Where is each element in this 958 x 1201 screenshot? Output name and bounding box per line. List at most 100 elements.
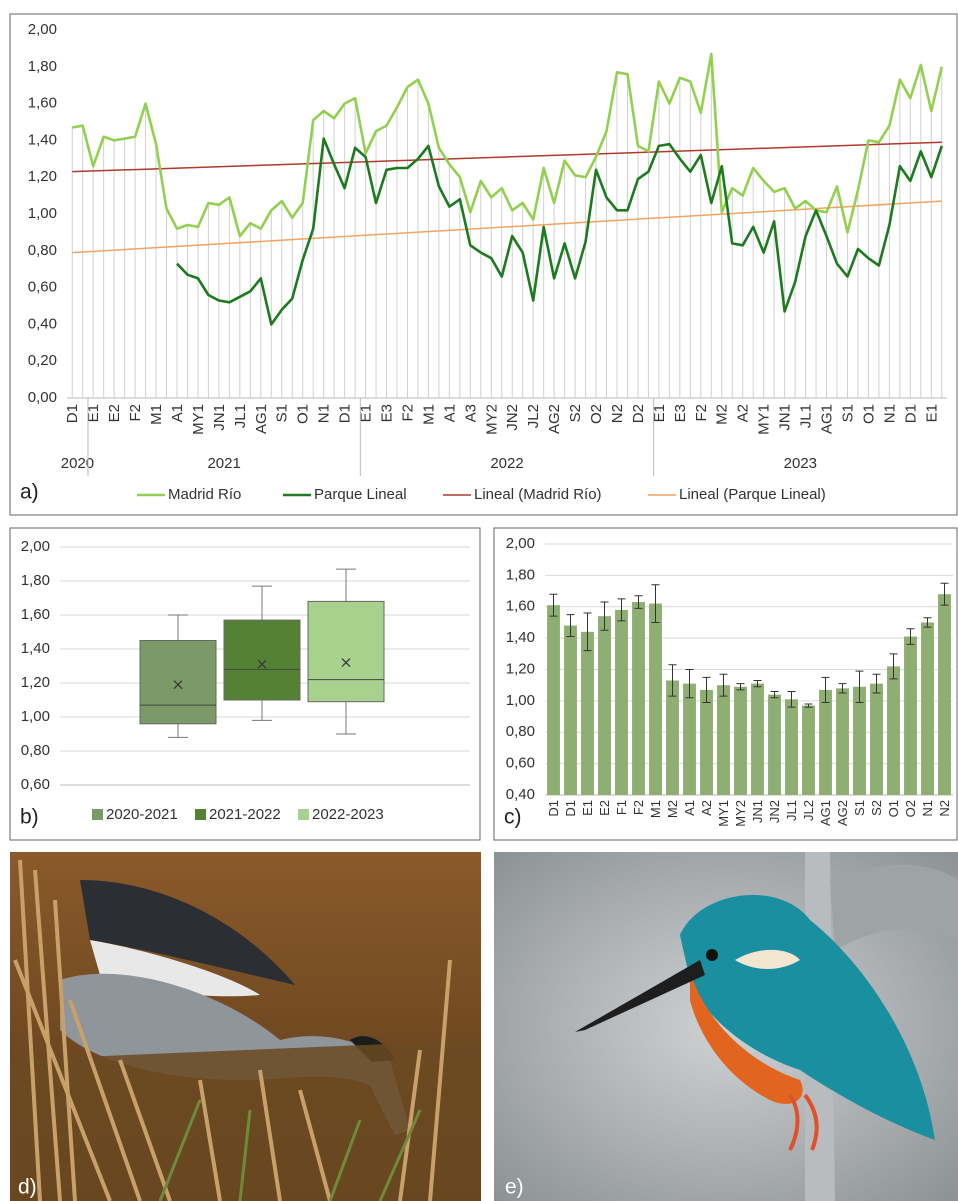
x-tick-label: E3 <box>378 404 395 422</box>
y-tick-label: 0,60 <box>21 776 50 793</box>
x-tick-label: S1 <box>839 404 856 422</box>
x-tick-label: S2 <box>567 404 584 422</box>
x-tick-label: MY2 <box>733 800 748 827</box>
year-label: 2021 <box>207 455 240 472</box>
legend-swatch <box>92 809 103 820</box>
x-tick-label: JN1 <box>211 404 228 431</box>
x-tick-label: O1 <box>295 404 312 424</box>
x-tick-label: AG1 <box>253 404 270 434</box>
x-tick-label: N2 <box>609 404 626 423</box>
x-tick-label: M1 <box>420 404 437 425</box>
x-tick-label: M1 <box>648 800 663 818</box>
legend-swatch <box>298 809 309 820</box>
x-tick-label: AG2 <box>835 800 850 826</box>
y-tick-label: 1,60 <box>21 606 50 623</box>
x-tick-label: M2 <box>665 800 680 818</box>
y-tick-label: 0,80 <box>28 242 57 259</box>
y-tick-label: 1,60 <box>506 598 535 615</box>
y-tick-label: 1,80 <box>506 566 535 583</box>
x-tick-label: E3 <box>672 404 689 422</box>
bar <box>615 610 628 795</box>
x-tick-label: A2 <box>699 800 714 816</box>
x-tick-label: E1 <box>923 404 940 422</box>
y-tick-label: 1,00 <box>28 205 57 222</box>
x-tick-label: JL2 <box>801 800 816 821</box>
bar <box>904 637 917 795</box>
bar <box>632 602 645 795</box>
x-tick-label: S1 <box>274 404 291 422</box>
legend-label: Madrid Río <box>168 486 241 503</box>
x-tick-label: D1 <box>902 404 919 423</box>
x-tick-label: F2 <box>693 404 710 422</box>
x-tick-label: JN2 <box>767 800 782 823</box>
y-tick-label: 1,60 <box>28 95 57 112</box>
legend-label: 2021-2022 <box>209 806 281 823</box>
x-tick-label: A1 <box>682 800 697 816</box>
y-tick-label: 1,20 <box>506 660 535 677</box>
legend-label: Parque Lineal <box>314 486 407 503</box>
x-tick-label: D1 <box>64 404 81 423</box>
y-tick-label: 1,40 <box>21 640 50 657</box>
y-tick-label: 1,40 <box>28 131 57 148</box>
y-tick-label: 0,40 <box>506 786 535 803</box>
bar <box>802 706 815 795</box>
year-label: 2023 <box>784 455 817 472</box>
bar <box>700 690 713 795</box>
y-tick-label: 1,00 <box>506 692 535 709</box>
figure: d) e) 0,000,200,400,600,801,001,201,401,… <box>0 0 958 1201</box>
panel-label: d) <box>18 1176 37 1199</box>
x-tick-label: F2 <box>631 800 646 815</box>
x-tick-label: S2 <box>869 800 884 816</box>
y-tick-label: 1,20 <box>28 168 57 185</box>
x-tick-label: D1 <box>563 800 578 817</box>
x-tick-label: N1 <box>881 404 898 423</box>
x-tick-label: M2 <box>714 404 731 425</box>
box <box>224 620 300 700</box>
panel-label: b) <box>20 806 39 829</box>
y-tick-label: 1,80 <box>21 572 50 589</box>
bar <box>683 684 696 795</box>
x-tick-label: N1 <box>316 404 333 423</box>
x-tick-label: MY1 <box>190 404 207 435</box>
chart-panel: 0,000,200,400,600,801,001,201,401,601,80… <box>10 14 957 515</box>
y-tick-label: 2,00 <box>21 538 50 555</box>
x-tick-label: JL1 <box>798 404 815 428</box>
y-tick-label: 0,80 <box>21 742 50 759</box>
bar <box>598 616 611 795</box>
bar <box>870 684 883 795</box>
x-tick-label: JL2 <box>525 404 542 428</box>
x-tick-label: JN2 <box>504 404 521 431</box>
bar <box>819 690 832 795</box>
legend-swatch <box>195 809 206 820</box>
x-tick-label: D1 <box>337 404 354 423</box>
box <box>140 641 216 724</box>
legend-label: Lineal (Parque Lineal) <box>679 486 826 503</box>
panel-label: c) <box>504 806 522 829</box>
x-tick-label: D1 <box>546 800 561 817</box>
x-tick-label: F2 <box>127 404 144 422</box>
bar <box>836 688 849 795</box>
x-tick-label: MY2 <box>483 404 500 435</box>
legend-label: Lineal (Madrid Río) <box>474 486 602 503</box>
box <box>308 601 384 701</box>
x-tick-label: O2 <box>903 800 918 817</box>
x-tick-label: E1 <box>580 800 595 816</box>
bar <box>921 622 934 795</box>
photo-heron: d) <box>10 852 481 1201</box>
x-tick-label: N2 <box>937 800 952 817</box>
x-tick-label: O1 <box>860 404 877 424</box>
y-tick-label: 0,40 <box>28 315 57 332</box>
x-tick-label: F1 <box>614 800 629 815</box>
x-tick-label: AG1 <box>818 800 833 826</box>
year-label: 2022 <box>490 455 523 472</box>
bar <box>853 687 866 795</box>
legend-label: 2020-2021 <box>106 806 178 823</box>
bar <box>785 699 798 795</box>
y-tick-label: 1,00 <box>21 708 50 725</box>
x-tick-label: MY1 <box>716 800 731 827</box>
y-tick-label: 0,80 <box>506 723 535 740</box>
bar <box>751 684 764 795</box>
x-tick-label: AG2 <box>546 404 563 434</box>
bar <box>717 685 730 795</box>
panel-label: e) <box>505 1176 524 1199</box>
